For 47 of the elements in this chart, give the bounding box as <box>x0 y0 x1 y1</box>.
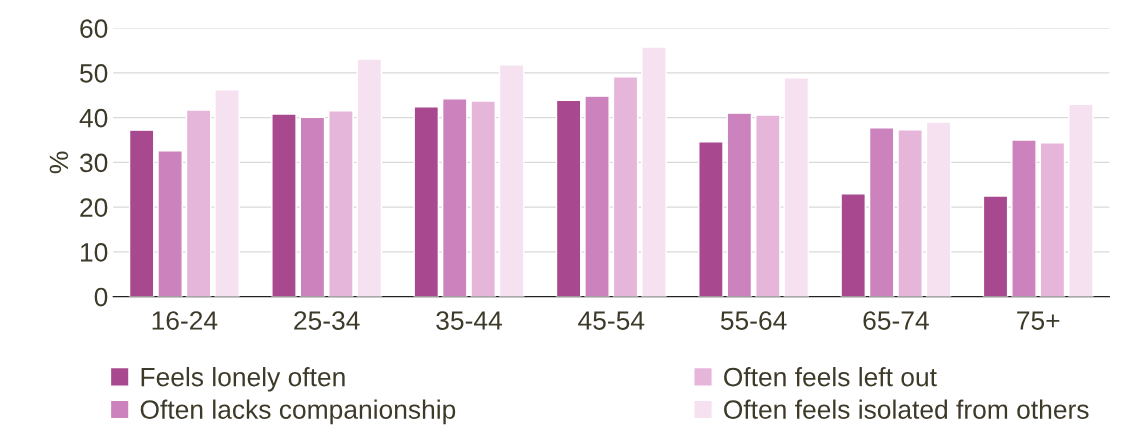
y-tick-label: 30 <box>80 153 108 173</box>
bar <box>584 95 610 297</box>
y-tick-label: 20 <box>80 198 108 217</box>
bar <box>612 76 639 297</box>
bar <box>498 64 525 297</box>
x-tick-label: 16-24 <box>152 311 218 330</box>
bar <box>726 112 753 297</box>
bar <box>755 114 781 297</box>
bar <box>840 193 866 297</box>
bar <box>783 77 810 297</box>
bar <box>128 129 155 297</box>
bar <box>982 195 1009 297</box>
bar <box>1011 139 1037 297</box>
bar <box>356 58 383 297</box>
bar <box>185 109 212 297</box>
x-tick-label: 65-74 <box>863 311 929 330</box>
bar <box>214 89 240 297</box>
x-tick-label: 45-54 <box>578 311 645 330</box>
bar <box>1039 141 1066 297</box>
bar <box>157 150 183 297</box>
legend-label: Often lacks companionship <box>140 399 456 425</box>
bar <box>555 99 582 297</box>
bar <box>868 127 895 297</box>
bar <box>299 116 326 297</box>
bar <box>328 110 354 297</box>
y-tick-label: 50 <box>80 64 108 83</box>
bar <box>1068 103 1094 297</box>
y-tick-label: 60 <box>80 19 108 38</box>
bar <box>897 129 923 297</box>
y-tick-label: 40 <box>79 108 108 128</box>
bar <box>271 113 297 297</box>
bar <box>413 106 440 297</box>
bar <box>641 46 667 297</box>
y-tick-label: 10 <box>81 243 108 262</box>
bar <box>698 141 724 297</box>
bar <box>441 98 468 297</box>
bar <box>470 100 496 297</box>
x-tick-label: 25-34 <box>294 311 360 330</box>
legend-label: Often feels isolated from others <box>724 399 1089 419</box>
legend-label: Feels lonely often <box>141 367 345 392</box>
legend-label: Often feels left out <box>724 367 937 387</box>
y-axis-title: % <box>49 151 69 174</box>
x-tick-label: 75+ <box>1017 311 1060 330</box>
y-tick-label: 0 <box>94 287 108 307</box>
bar <box>925 121 952 297</box>
x-tick-label: 55-64 <box>720 311 787 330</box>
x-tick-label: 35-44 <box>436 311 502 330</box>
